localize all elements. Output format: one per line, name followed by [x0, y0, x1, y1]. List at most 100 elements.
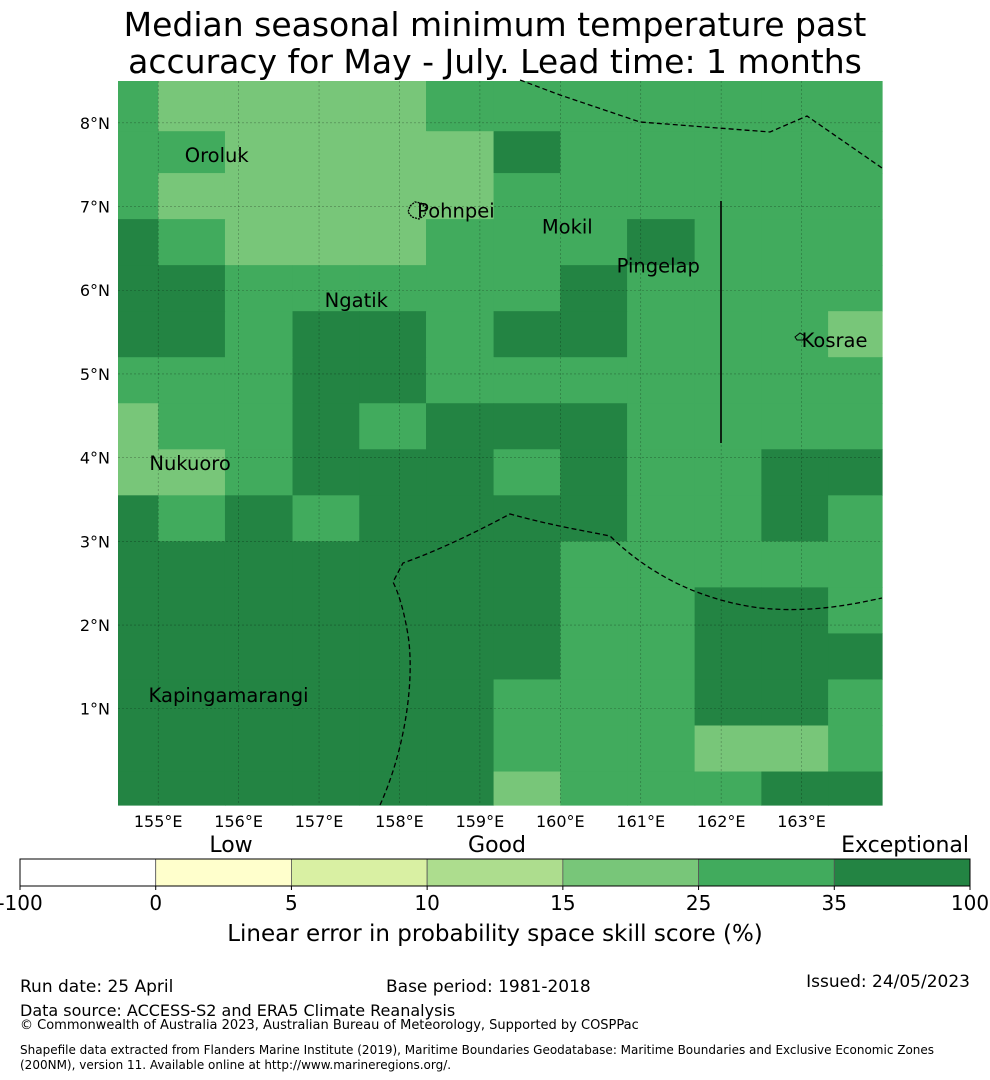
grid-cell	[292, 449, 360, 496]
grid-cell	[158, 679, 226, 727]
grid-cell	[694, 633, 762, 681]
colorbar-tick-label: 25	[686, 891, 711, 915]
grid-cell	[118, 725, 159, 773]
grid-cell	[627, 357, 696, 404]
issued-date: Issued: 24/05/2023	[806, 972, 970, 992]
eez-boundaries	[379, 79, 883, 806]
grid-cell	[224, 633, 294, 681]
colorbar-tick-label: 10	[414, 891, 439, 915]
colorbar-segment	[833, 858, 971, 887]
grid-cell	[761, 265, 829, 312]
grid-cell	[761, 725, 829, 773]
grid-cell	[292, 173, 360, 220]
colorbar-tick-label: -100	[0, 891, 43, 915]
grid-cell	[627, 219, 696, 266]
grid-cell	[224, 219, 294, 266]
grid-cell	[158, 771, 226, 806]
grid-cell	[694, 357, 762, 404]
grid-cell	[292, 771, 360, 806]
grid-cell	[118, 679, 159, 727]
grid-cell	[292, 131, 360, 174]
island-labels: Oroluk Pohnpei Mokil Pingelap Ngatik Kosrae Nu…	[149, 144, 868, 707]
grid-cell	[158, 219, 226, 266]
grid-cell	[359, 357, 427, 404]
grid-cell	[828, 219, 883, 266]
grid-cell	[426, 403, 495, 450]
grid-cell	[627, 633, 696, 681]
island-label-ngatik: Ngatik	[325, 289, 389, 312]
colorbar: -100 0 5 10 15 25 35 100	[0, 858, 989, 915]
island-label-kosrae: Kosrae	[802, 329, 868, 352]
colorbar-category-labels: Low Good Exceptional	[209, 833, 969, 858]
grid-cell	[560, 725, 628, 773]
grid-cell	[493, 81, 561, 132]
pohnpei-shape	[407, 201, 427, 220]
colorbar-axis-label: Linear error in probability space skill …	[227, 921, 763, 947]
grid-cell	[224, 449, 294, 496]
colorbar-segment	[698, 858, 835, 887]
map-title-line-2: accuracy for May - July. Lead time: 1 mo…	[128, 42, 862, 81]
grid-cell	[493, 633, 561, 681]
grid-cell	[224, 173, 294, 220]
longitude-tick-label: 157°E	[295, 812, 344, 831]
grid-cell	[627, 173, 696, 220]
grid-cell	[560, 633, 628, 681]
grid-cell	[158, 131, 226, 174]
grid-cell	[118, 357, 159, 404]
grid-cell	[359, 633, 427, 681]
grid-cell	[359, 311, 427, 358]
grid-cell	[694, 725, 762, 773]
grid-cell	[694, 679, 762, 727]
grid-cell	[118, 219, 159, 266]
grid-cell	[560, 541, 628, 588]
grid-cell	[118, 81, 159, 132]
grid-cell	[118, 173, 159, 220]
grid-cell	[694, 449, 762, 496]
grid-cell	[158, 587, 226, 635]
grid-cell	[828, 541, 883, 588]
island-label-mokil: Mokil	[542, 215, 593, 238]
grid-cell	[426, 219, 495, 266]
data-source: Data source: ACCESS-S2 and ERA5 Climate …	[20, 1001, 456, 1020]
colorbar-category-good: Good	[468, 833, 526, 858]
grid-cell	[118, 131, 159, 174]
colorbar-tick-label: 100	[951, 891, 989, 915]
grid-cell	[694, 265, 762, 312]
grid-cell	[694, 587, 762, 635]
grid-cell	[493, 587, 561, 635]
grid-cell	[627, 265, 696, 312]
grid-cell	[627, 449, 696, 496]
grid-cell	[560, 219, 628, 266]
grid-cell	[158, 173, 226, 220]
grid-cell	[118, 265, 159, 312]
kosrae-shape	[794, 332, 806, 341]
grid-cell	[224, 541, 294, 588]
island-label-pingelap: Pingelap	[617, 255, 700, 278]
grid-cell	[828, 449, 883, 496]
grid-cell	[158, 357, 226, 404]
grid-cell	[627, 771, 696, 806]
grid-cell	[359, 219, 427, 266]
grid-cell	[118, 449, 159, 496]
grid-cell	[493, 173, 561, 220]
grid-cell	[761, 495, 829, 542]
grid-cell	[761, 679, 829, 727]
colorbar-segment	[19, 858, 157, 887]
grid-cell	[493, 311, 561, 358]
grid-cell	[359, 541, 427, 588]
grid-cell	[224, 771, 294, 806]
grid-cell	[560, 311, 628, 358]
colorbar-frame	[19, 858, 971, 887]
grid-cell	[224, 587, 294, 635]
grid-cell	[292, 541, 360, 588]
latitude-tick-label: 6°N	[80, 281, 110, 300]
grid-cell	[828, 587, 883, 635]
grid-cell	[694, 495, 762, 542]
grid-cell	[761, 541, 829, 588]
island-label-kapingamarangi: Kapingamarangi	[149, 684, 309, 707]
copyright-notice: © Commonwealth of Australia 2023, Austra…	[20, 1018, 639, 1033]
grid-cell	[158, 311, 226, 358]
grid-cell	[224, 131, 294, 174]
latitude-tick-label: 1°N	[80, 700, 110, 719]
grid-cell	[761, 357, 829, 404]
